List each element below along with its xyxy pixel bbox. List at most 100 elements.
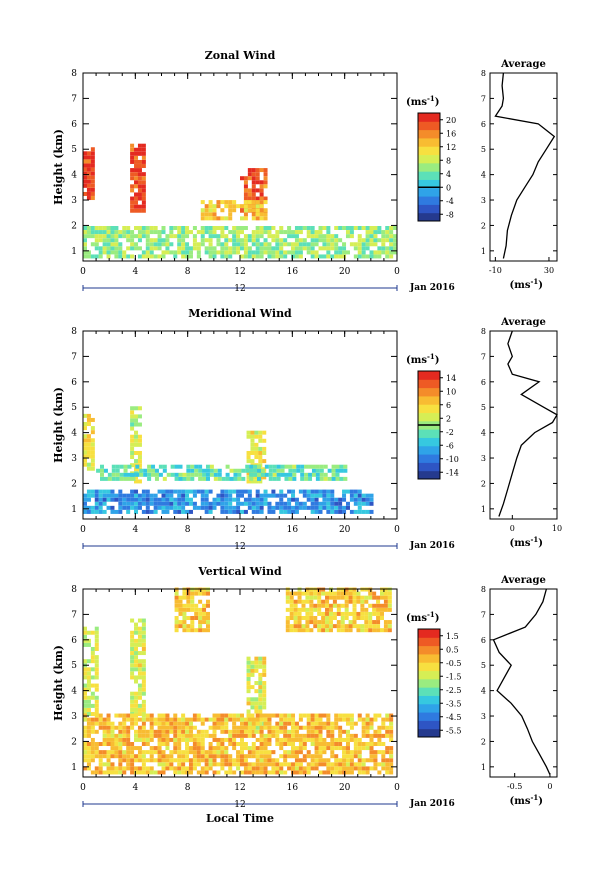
heatmap-cell <box>310 754 315 759</box>
heatmap-cell <box>161 238 166 243</box>
heatmap-cell <box>137 463 142 468</box>
heatmap-cell <box>220 758 225 763</box>
heatmap-cell <box>190 603 195 608</box>
heatmap-cell <box>86 191 91 196</box>
heatmap-cell <box>279 766 284 771</box>
heatmap-cell <box>283 758 288 763</box>
heatmap-cell <box>365 497 370 502</box>
heatmap-cell <box>220 246 225 251</box>
heatmap-cell <box>196 733 201 738</box>
heatmap-cell <box>352 603 357 608</box>
heatmap-cell <box>137 234 142 239</box>
colorbar-segment <box>418 379 440 389</box>
heatmap-cell <box>90 458 95 463</box>
heatmap-cell <box>165 758 170 763</box>
heatmap-cell <box>90 717 95 722</box>
heatmap-cell <box>86 171 91 176</box>
heatmap-cell <box>369 721 374 726</box>
heatmap-cell <box>141 622 146 627</box>
heatmap-cell <box>190 472 195 477</box>
heatmap-cell <box>258 689 263 694</box>
heatmap-cell <box>141 626 146 631</box>
heatmap-cell <box>321 620 326 625</box>
heatmap-cell <box>342 242 347 247</box>
heatmap-cell <box>357 497 362 502</box>
y-tick-label: 6 <box>71 120 77 130</box>
heatmap-cell <box>236 226 241 231</box>
heatmap-cell <box>332 624 337 629</box>
colorbar-segment <box>418 678 440 688</box>
heatmap-cell <box>141 159 146 164</box>
heatmap-cell <box>298 770 303 775</box>
heatmap-cell <box>306 729 311 734</box>
heatmap-cell <box>318 770 323 775</box>
heatmap-cell <box>357 766 362 771</box>
heatmap-cell <box>298 725 303 730</box>
heatmap-cell <box>161 226 166 231</box>
heatmap-cell <box>330 750 335 755</box>
heatmap-cell <box>188 766 193 771</box>
heatmap-cell <box>285 628 290 633</box>
heatmap-cell <box>243 497 248 502</box>
heatmap-cell <box>149 758 154 763</box>
heatmap-cell <box>202 620 207 625</box>
heatmap-cell <box>90 179 95 184</box>
heatmap-cell <box>181 250 186 255</box>
heatmap-cell <box>314 250 319 255</box>
heatmap-cell <box>240 733 244 738</box>
heatmap-cell <box>353 509 358 514</box>
heatmap-cell <box>352 615 357 620</box>
heatmap-cell <box>257 464 262 469</box>
heatmap-cell <box>271 489 276 494</box>
heatmap-cell <box>365 246 370 251</box>
heatmap-cell <box>153 501 158 506</box>
heatmap-cell <box>111 468 116 473</box>
heatmap-cell <box>365 766 370 771</box>
heatmap-cell <box>161 770 166 775</box>
heatmap-cell <box>134 226 139 231</box>
heatmap-cell <box>228 754 233 759</box>
heatmap-cell <box>246 721 251 726</box>
heatmap-cell <box>212 733 217 738</box>
heatmap-cell <box>173 750 178 755</box>
heatmap-cell <box>247 172 252 177</box>
heatmap-cell <box>263 489 268 494</box>
heatmap-cell <box>385 746 390 751</box>
heatmap-cell <box>271 509 276 514</box>
heatmap-cell <box>200 501 205 506</box>
heatmap-cell <box>102 754 107 759</box>
heatmap-cell <box>102 250 107 255</box>
heatmap-cell <box>253 468 258 473</box>
heatmap-cell <box>181 230 186 235</box>
heatmap-cell <box>246 713 251 718</box>
heatmap-cell <box>137 204 142 209</box>
colorbar-segment <box>418 637 440 647</box>
heatmap-cell <box>208 766 213 771</box>
heatmap-cell <box>317 607 322 612</box>
heatmap-cell <box>130 176 135 181</box>
heatmap-cell <box>338 226 343 231</box>
heatmap-cell <box>161 501 166 506</box>
heatmap-cell <box>123 468 128 473</box>
heatmap-cell <box>224 770 229 775</box>
heatmap-cell <box>353 750 358 755</box>
unit-label: (ms-1) <box>406 610 439 624</box>
heatmap-cell <box>123 476 128 481</box>
heatmap-cell <box>254 475 259 480</box>
heatmap-cell <box>137 192 142 197</box>
heatmap-cell <box>106 254 111 259</box>
heatmap-cell <box>208 250 213 255</box>
heatmap-cell <box>365 509 370 514</box>
heatmap-cell <box>86 699 91 704</box>
heatmap-cell <box>130 691 135 696</box>
heatmap-cell <box>110 505 115 510</box>
heatmap-cell <box>186 603 191 608</box>
heatmap-cell <box>192 725 197 730</box>
heatmap-cell <box>134 164 139 169</box>
heatmap-cell <box>349 493 354 498</box>
heatmap-cell <box>178 595 183 600</box>
heatmap-cell <box>317 599 322 604</box>
y-tick-label: 4 <box>71 171 77 181</box>
heatmap-cell <box>334 509 339 514</box>
